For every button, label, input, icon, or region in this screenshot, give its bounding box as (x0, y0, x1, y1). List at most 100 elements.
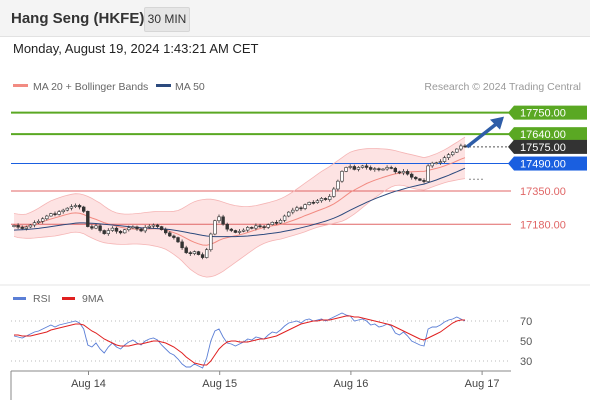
candle-body (455, 148, 459, 153)
candle-body (176, 237, 180, 243)
candle (65, 207, 70, 212)
bollinger-band-fill (14, 137, 465, 278)
candle (106, 228, 111, 236)
candle-body (446, 154, 451, 158)
candle-body (348, 166, 352, 168)
candle-body (217, 216, 221, 222)
candle-body (225, 223, 229, 230)
candle (225, 222, 229, 232)
candle-body (61, 209, 65, 213)
candle (151, 223, 156, 229)
candle-body (270, 221, 274, 225)
candle-body (250, 227, 254, 229)
candle-body (450, 151, 455, 156)
candle (307, 201, 311, 206)
candle (176, 236, 180, 244)
candle-body (344, 167, 348, 172)
candle-body (102, 230, 106, 234)
bollinger-bands (14, 137, 465, 278)
candle-body (147, 225, 151, 228)
candle (217, 214, 221, 223)
candle (426, 164, 430, 183)
legend-label-ma20: MA 20 + Bollinger Bands (33, 81, 148, 93)
level-label-17750.00: 17750.00 (520, 108, 566, 120)
candle (414, 176, 418, 181)
candle-body (463, 145, 467, 148)
candle-body (106, 230, 111, 234)
candle (32, 220, 37, 228)
candle (12, 224, 16, 228)
candle-body (139, 228, 143, 232)
candle (463, 144, 467, 148)
candle (262, 225, 266, 230)
candle-body (135, 226, 139, 230)
level-label-17350.00: 17350.00 (520, 186, 566, 198)
candle (192, 250, 197, 256)
candle (430, 161, 434, 168)
candle (332, 187, 336, 198)
candle-body (405, 171, 410, 175)
candle (36, 219, 41, 225)
candle-body (192, 251, 197, 254)
candle-body (143, 227, 147, 232)
candle-body (114, 227, 119, 232)
candle (40, 217, 45, 224)
level-label-17490.00: 17490.00 (520, 159, 566, 171)
candle (94, 224, 98, 230)
legend-swatch-ma20 (13, 84, 28, 87)
candle-body (20, 226, 24, 229)
candle (360, 164, 365, 169)
candle (434, 161, 438, 165)
candle (405, 169, 410, 176)
candle (184, 245, 188, 255)
candle-body (340, 171, 344, 182)
candle-body (196, 251, 201, 255)
candle (200, 252, 205, 260)
candle-body (393, 167, 397, 173)
rsi-grid: 70 50 30 (11, 316, 532, 368)
legend-label-9ma: 9MA (82, 293, 104, 305)
candle (229, 227, 233, 233)
level-label-17575.00: 17575.00 (520, 142, 566, 154)
candle-body (385, 167, 389, 170)
candle-body (241, 229, 246, 232)
timeframe-button[interactable]: 30 MIN (144, 7, 190, 32)
page-title: Hang Seng (HKFE) (11, 10, 145, 27)
candle-body (311, 202, 315, 204)
rsi-lines (13, 312, 466, 369)
legend-swatch-rsi (13, 297, 26, 300)
candle-body (86, 211, 90, 227)
price-levels (11, 111, 511, 225)
legend-label-rsi: RSI (33, 293, 51, 305)
candle (196, 250, 201, 256)
candle (20, 225, 24, 230)
candle (98, 224, 102, 233)
candle-body (266, 224, 270, 228)
level-tag-bg (514, 127, 587, 142)
candle (450, 151, 455, 157)
candle-body (426, 165, 430, 182)
candle (250, 226, 254, 230)
candle (131, 225, 135, 229)
candle (344, 166, 348, 173)
candle (82, 205, 86, 213)
candle-body (373, 168, 377, 170)
candle-body (172, 235, 176, 238)
candle-body (332, 188, 336, 197)
candle (57, 209, 61, 216)
candle (221, 214, 225, 226)
candle-body (94, 225, 98, 229)
candle-body (73, 205, 78, 207)
candle-body (430, 162, 434, 167)
candle (442, 155, 447, 163)
candle-body (286, 211, 291, 217)
candle (123, 228, 127, 234)
candle (155, 223, 160, 229)
legend-swatch-9ma (62, 297, 75, 300)
candle (135, 225, 139, 231)
level-tag-bg (514, 105, 587, 120)
candle-body (127, 227, 131, 231)
level-tag-17640.00: 17640.00 (508, 127, 587, 142)
candle-body (200, 254, 205, 258)
